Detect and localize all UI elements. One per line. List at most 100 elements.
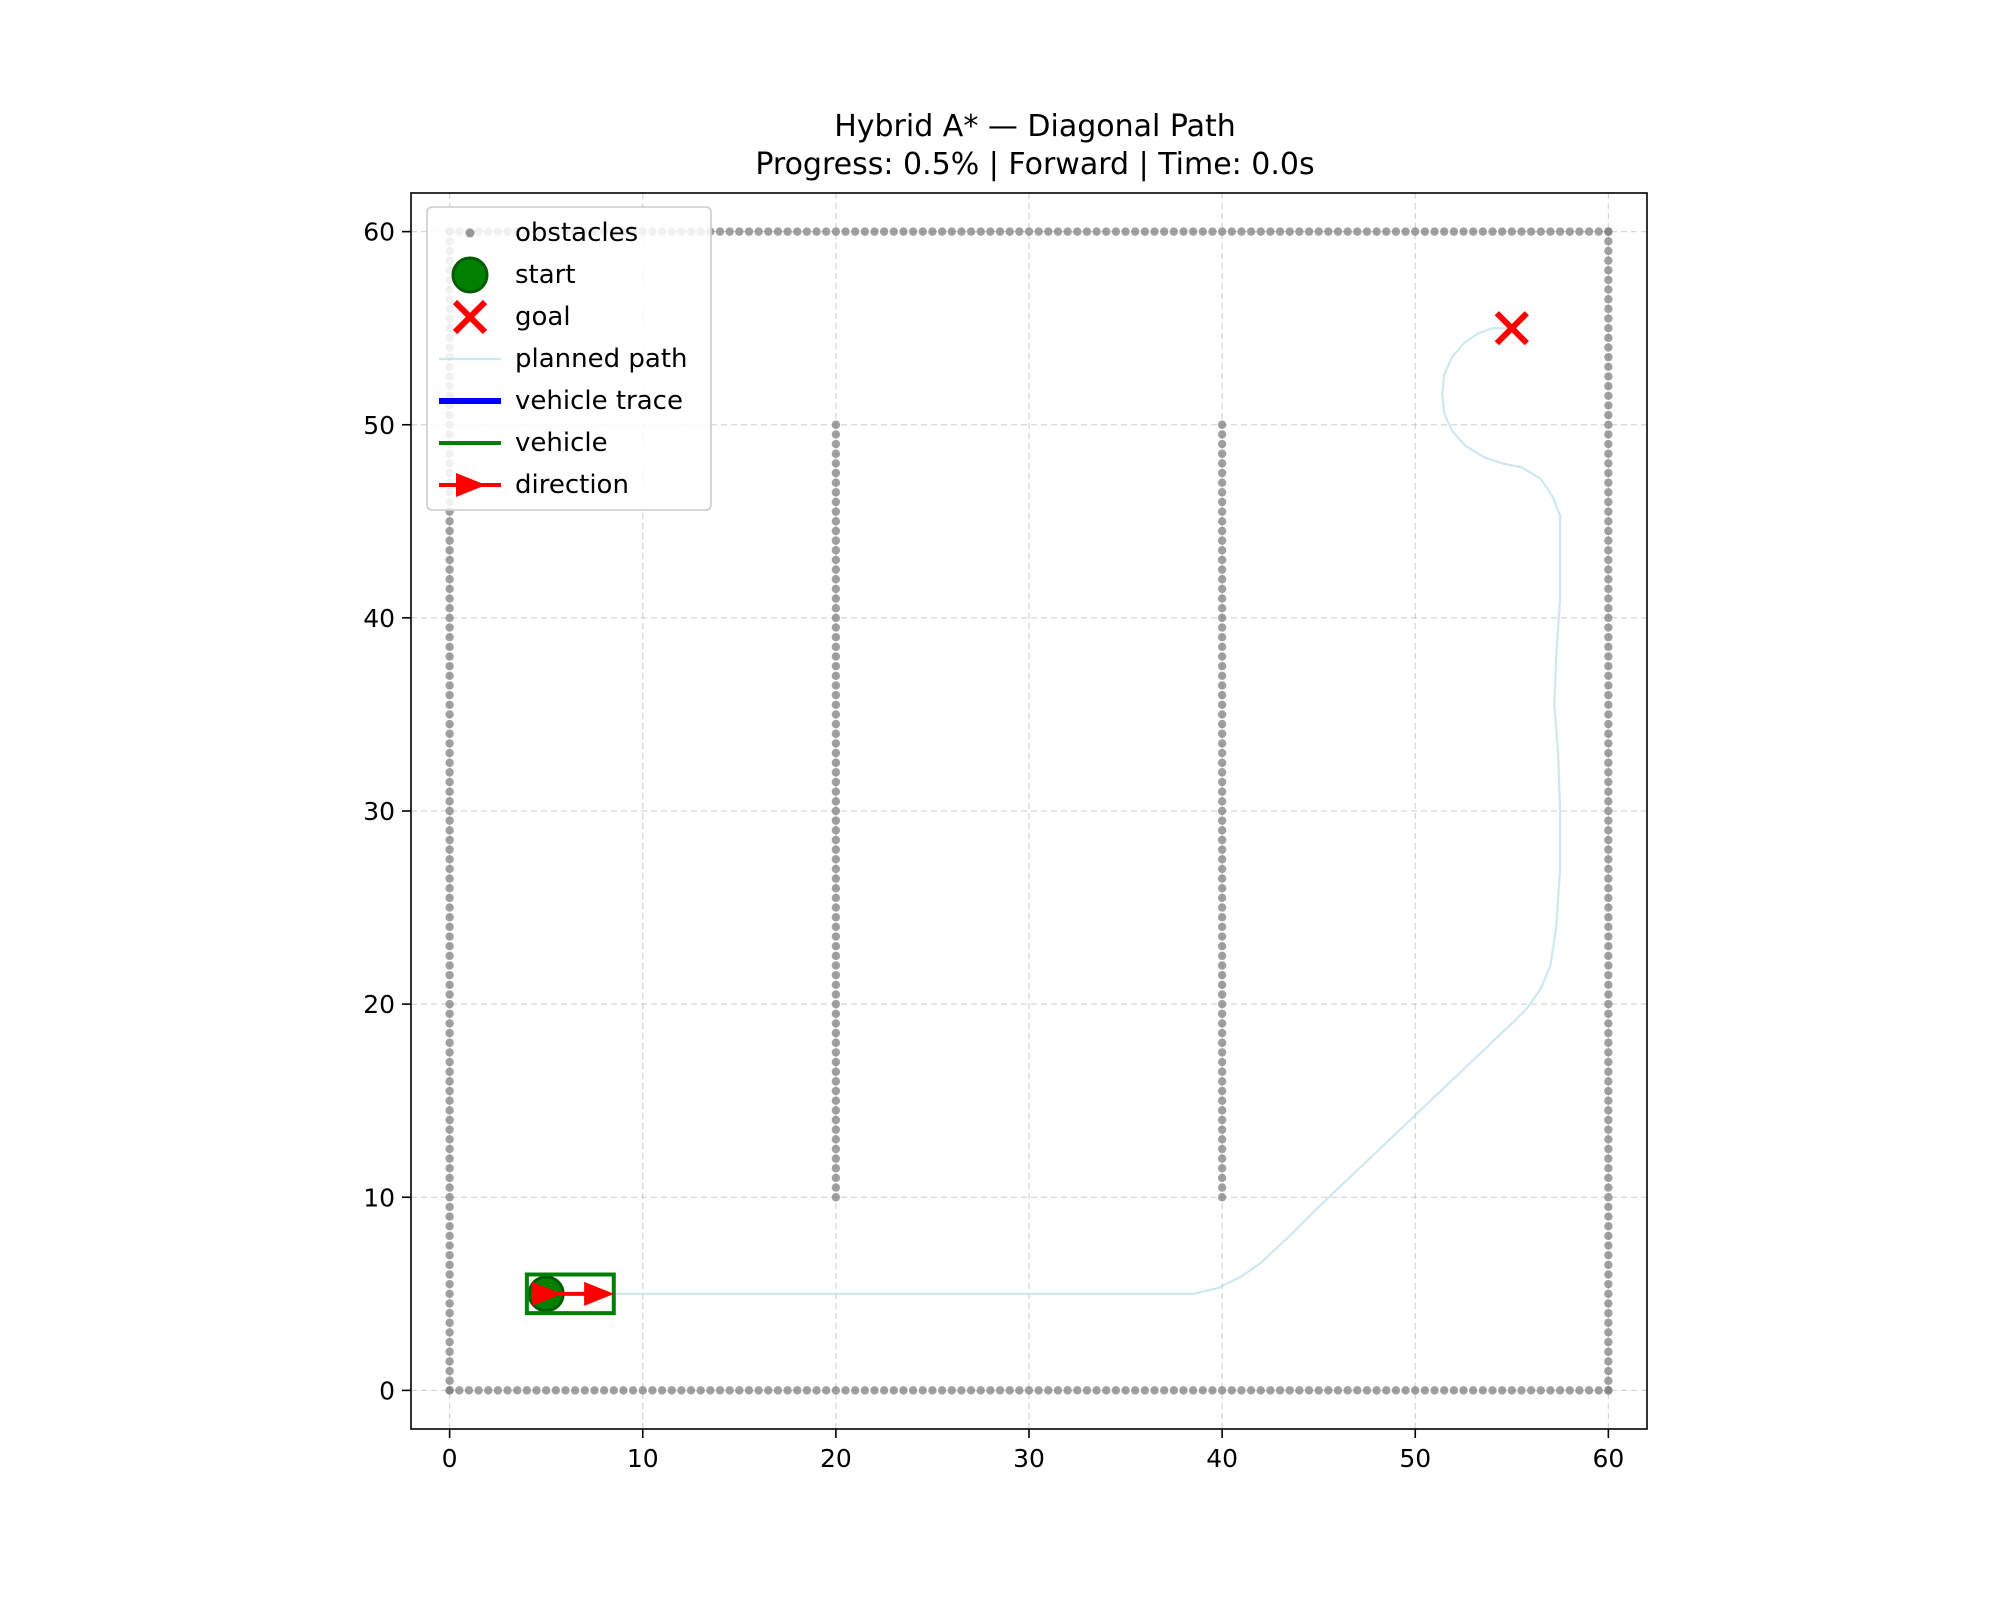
obstacle-point	[1188, 227, 1198, 236]
obstacle-point	[831, 990, 841, 999]
obstacle-point	[1131, 1386, 1140, 1395]
obstacle-point	[831, 941, 841, 951]
obstacle-point	[619, 1386, 628, 1395]
obstacle-point	[1217, 449, 1227, 458]
obstacle-point	[1217, 826, 1227, 835]
obstacle-point	[1217, 961, 1227, 970]
obstacle-point	[1179, 227, 1188, 236]
obstacle-point	[1604, 903, 1613, 912]
obstacle-point	[1217, 932, 1227, 941]
obstacle-point	[1208, 1386, 1217, 1395]
obstacle-point	[1604, 1048, 1613, 1057]
obstacle-point	[744, 227, 754, 236]
obstacle-point	[1217, 584, 1227, 594]
obstacle-point	[445, 1067, 454, 1076]
obstacle-point	[445, 922, 454, 932]
obstacle-point	[1217, 1096, 1227, 1105]
obstacle-point	[1391, 1386, 1401, 1395]
obstacle-point	[445, 1241, 454, 1250]
obstacle-point	[1314, 1386, 1323, 1395]
obstacle-point	[1604, 671, 1613, 681]
y-tick-label: 20	[363, 990, 395, 1019]
obstacle-point	[445, 1212, 454, 1221]
obstacle-point	[1275, 227, 1285, 236]
obstacle-point	[1604, 304, 1613, 314]
obstacle-point	[1575, 1386, 1584, 1395]
obstacle-point	[1604, 690, 1613, 700]
obstacle-point	[599, 1386, 609, 1395]
obstacle-point	[831, 671, 841, 681]
obstacle-point	[570, 1386, 580, 1395]
obstacle-point	[1217, 517, 1227, 526]
obstacle-point	[445, 594, 454, 603]
obstacle-point	[831, 884, 841, 893]
obstacle-point	[1044, 227, 1053, 236]
obstacle-point	[831, 478, 841, 487]
obstacle-point	[484, 1386, 493, 1395]
obstacle-point	[445, 632, 454, 642]
obstacle-point	[445, 671, 454, 681]
obstacle-point	[445, 1135, 454, 1144]
obstacle-point	[1217, 546, 1227, 555]
obstacle-point	[1053, 227, 1063, 236]
obstacle-point	[754, 227, 763, 236]
obstacle-point	[793, 1386, 802, 1395]
obstacle-point	[831, 999, 841, 1009]
axis-ticks: 0 10 20 30 40 50 60 0 10 20 30 40 50 60	[363, 218, 1624, 1473]
obstacle-point	[831, 652, 841, 661]
obstacle-point	[1604, 1328, 1613, 1337]
obstacle-point	[1604, 266, 1613, 275]
obstacle-point	[1604, 237, 1613, 246]
obstacle-point	[831, 1115, 841, 1125]
obstacle-point	[1005, 1386, 1014, 1395]
obstacle-point	[1604, 1009, 1613, 1018]
obstacle-point	[831, 449, 841, 458]
obstacle-point	[445, 661, 454, 671]
obstacle-point	[1604, 758, 1613, 767]
obstacle-point	[1604, 526, 1613, 536]
obstacle-point	[1468, 1386, 1478, 1395]
obstacle-point	[445, 1009, 454, 1018]
obstacle-point	[1217, 632, 1227, 642]
obstacle-point	[1604, 1308, 1613, 1318]
obstacle-point	[1188, 1386, 1198, 1395]
legend-label-obstacles: obstacles	[515, 218, 638, 248]
obstacle-point	[1217, 806, 1227, 816]
obstacle-point	[1092, 227, 1101, 236]
obstacle-point	[445, 623, 454, 632]
obstacle-point	[1604, 1038, 1613, 1047]
obstacle-point	[764, 227, 773, 236]
obstacle-point	[1604, 632, 1613, 642]
obstacle-point	[445, 1096, 454, 1105]
obstacle-point	[822, 1386, 831, 1395]
obstacle-point	[1217, 555, 1227, 565]
legend-label-vehicle: vehicle	[515, 428, 608, 458]
obstacle-point	[445, 1202, 454, 1212]
obstacle-point	[1526, 1386, 1536, 1395]
obstacle-point	[1565, 1386, 1574, 1395]
obstacle-point	[1024, 227, 1034, 236]
obstacle-point	[1208, 227, 1217, 236]
obstacle-point	[1604, 1096, 1613, 1105]
obstacle-point	[1478, 1386, 1488, 1395]
obstacle-point	[831, 488, 841, 497]
obstacle-point	[1102, 227, 1111, 236]
obstacle-point	[1217, 845, 1227, 854]
obstacle-point	[1217, 816, 1227, 825]
y-tick-label: 50	[363, 411, 395, 440]
obstacle-point	[1604, 1337, 1613, 1347]
obstacle-point	[445, 1299, 454, 1308]
obstacle-point	[541, 1386, 551, 1395]
obstacle-point	[1217, 797, 1227, 806]
obstacle-point	[445, 1144, 454, 1154]
obstacle-point	[831, 758, 841, 767]
legend-label-start: start	[515, 260, 576, 290]
obstacle-point	[1217, 864, 1227, 874]
obstacle-point	[1217, 1154, 1227, 1163]
obstacle-point	[1285, 227, 1294, 236]
obstacle-point	[831, 729, 841, 738]
obstacle-point	[831, 642, 841, 652]
obstacle-point	[1604, 488, 1613, 497]
obstacle-point	[831, 787, 841, 796]
obstacle-point	[445, 575, 454, 584]
